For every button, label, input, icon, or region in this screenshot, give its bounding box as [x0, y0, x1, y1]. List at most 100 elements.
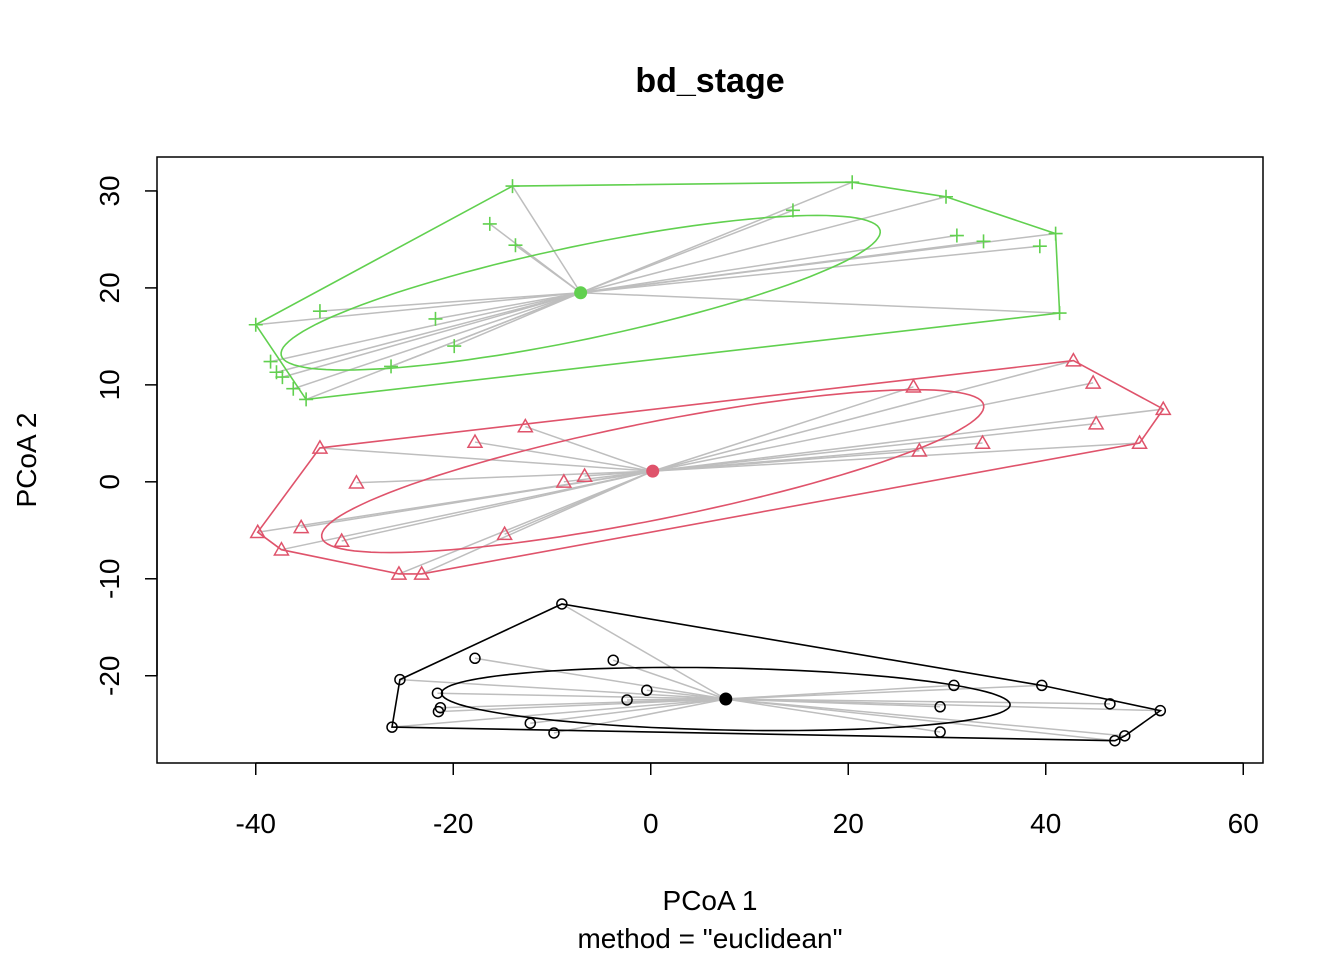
data-point [948, 679, 960, 692]
dispersion-ellipse [280, 214, 882, 371]
data-point [845, 175, 860, 190]
spider-line [270, 292, 581, 363]
spider-line [652, 422, 1097, 472]
y-tick-label: 20 [94, 272, 125, 303]
data-point [299, 392, 314, 407]
data-point [576, 467, 593, 482]
spider-line [561, 603, 727, 700]
spider-line [725, 698, 1161, 712]
data-point [248, 317, 263, 332]
data-point [386, 721, 398, 733]
spider-line [437, 692, 726, 700]
chart-title: bd_stage [635, 62, 784, 100]
data-point [505, 179, 520, 194]
data-point [974, 434, 991, 450]
group-centroid [574, 286, 588, 300]
x-tick-label: 20 [833, 808, 864, 839]
data-point [312, 304, 327, 319]
hull-outline [391, 603, 1163, 742]
spider-line [435, 292, 581, 320]
spider-line [612, 659, 727, 700]
data-point [1084, 374, 1102, 389]
spider-line [652, 359, 1074, 472]
spider-line [652, 382, 1094, 472]
plot-area [248, 175, 1172, 747]
y-axis-label: PCoA 2 [11, 413, 42, 508]
data-point [249, 523, 267, 539]
data-point [1048, 226, 1063, 241]
spider-line [525, 425, 653, 472]
spider-line [580, 181, 853, 294]
data-point [286, 381, 301, 396]
data-point [1036, 679, 1048, 692]
data-point [934, 726, 946, 738]
group-centroid [646, 464, 660, 478]
spider-line [399, 678, 726, 700]
x-axis-sublabel: method = "euclidean" [577, 923, 842, 954]
data-point [508, 238, 523, 253]
data-point [348, 474, 365, 489]
data-point [555, 473, 573, 488]
spider-line [725, 684, 1042, 700]
dispersion-ellipse [440, 666, 1011, 732]
x-tick-label: 0 [643, 808, 659, 839]
spider-line [438, 698, 726, 713]
y-tick-label: 10 [94, 369, 125, 400]
spider-line [515, 244, 582, 294]
data-point [273, 541, 290, 556]
data-point [607, 654, 619, 666]
data-point [939, 189, 954, 204]
data-point [275, 370, 290, 385]
data-point [517, 418, 534, 433]
data-point [263, 354, 278, 369]
spider-line [580, 291, 1060, 314]
data-point [1119, 730, 1131, 742]
spider-line [341, 470, 653, 542]
data-point [949, 228, 964, 243]
data-point [1104, 698, 1116, 710]
spider-line [293, 292, 581, 390]
x-tick-label: 40 [1030, 808, 1061, 839]
data-point [333, 532, 350, 547]
spider-line [553, 698, 726, 734]
data-point [1131, 434, 1148, 450]
data-point [413, 565, 430, 580]
data-point [905, 378, 922, 393]
data-point [1154, 704, 1167, 717]
data-point [428, 311, 443, 326]
data-point [548, 727, 560, 739]
spider-line [255, 291, 581, 326]
data-point [394, 673, 406, 686]
data-point [390, 565, 408, 580]
spider-line [276, 292, 581, 373]
y-tick-label: 30 [94, 175, 125, 206]
data-point [384, 359, 399, 374]
hull-outline [254, 181, 1061, 401]
spider-line [390, 292, 581, 368]
spider-line [725, 698, 1110, 705]
spider-line [319, 291, 581, 312]
spider-line [580, 234, 957, 294]
spider-line [580, 245, 1040, 294]
data-point [496, 525, 513, 541]
y-axis: -20 -10 0 10 20 30 [94, 175, 158, 696]
data-point [556, 598, 568, 610]
spider-line [530, 698, 726, 724]
x-tick-label: 60 [1228, 808, 1259, 839]
spider-line [391, 698, 726, 728]
data-point [469, 652, 481, 665]
spider-line [356, 470, 653, 484]
spider-line [652, 442, 983, 472]
data-point [1032, 239, 1047, 254]
spider-line [652, 408, 1164, 472]
data-point [1154, 400, 1172, 416]
dispersion-ellipse [320, 388, 985, 554]
data-point [1087, 415, 1105, 430]
data-point [934, 701, 946, 713]
x-axis: -40 -20 0 20 40 60 [236, 762, 1259, 839]
data-point [621, 694, 633, 706]
data-point [911, 442, 928, 457]
data-point [311, 439, 329, 454]
y-tick-label: -20 [94, 656, 125, 696]
